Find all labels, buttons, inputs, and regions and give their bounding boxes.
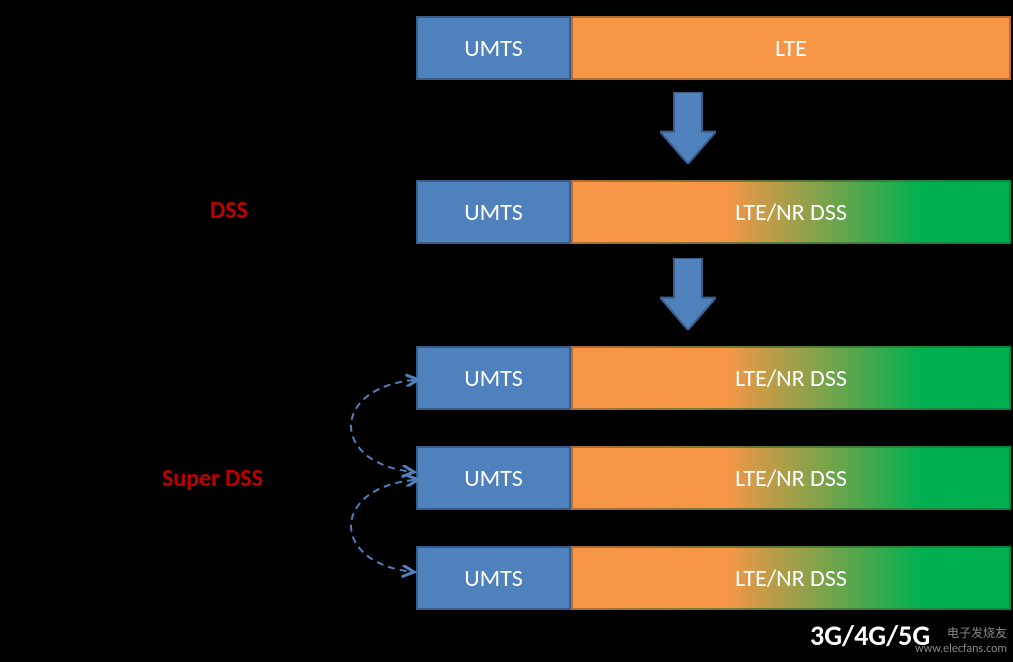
segment-label: LTE/NR DSS xyxy=(735,464,847,493)
segment-label: UMTS xyxy=(464,564,523,593)
segment-label: LTE xyxy=(775,34,807,63)
segment-umts-1: UMTS xyxy=(416,180,571,244)
label-3g4g5g: 3G/4G/5G xyxy=(810,618,930,653)
segment-right-4: LTE/NR DSS xyxy=(571,546,1011,610)
segment-label: LTE/NR DSS xyxy=(735,564,847,593)
segment-umts-0: UMTS xyxy=(416,16,571,80)
segment-umts-4: UMTS xyxy=(416,546,571,610)
segment-right-3: LTE/NR DSS xyxy=(571,446,1011,510)
watermark: 电子发烧友www.elecfans.com xyxy=(915,627,1007,658)
label-super-dss: Super DSS xyxy=(162,464,263,493)
segment-label: LTE/NR DSS xyxy=(735,198,847,227)
segment-label: UMTS xyxy=(464,464,523,493)
segment-right-2: LTE/NR DSS xyxy=(571,346,1011,410)
label-dss: DSS xyxy=(210,196,248,225)
segment-umts-3: UMTS xyxy=(416,446,571,510)
arrow-down-1 xyxy=(660,92,716,164)
segment-label: UMTS xyxy=(464,364,523,393)
segment-label: LTE/NR DSS xyxy=(735,364,847,393)
segment-label: UMTS xyxy=(464,198,523,227)
segment-right-1: LTE/NR DSS xyxy=(571,180,1011,244)
segment-right-0: LTE xyxy=(571,16,1011,80)
segment-label: UMTS xyxy=(464,34,523,63)
curve-1 xyxy=(320,470,420,582)
arrow-down-2 xyxy=(660,258,716,330)
segment-umts-2: UMTS xyxy=(416,346,571,410)
curve-0 xyxy=(320,370,420,482)
